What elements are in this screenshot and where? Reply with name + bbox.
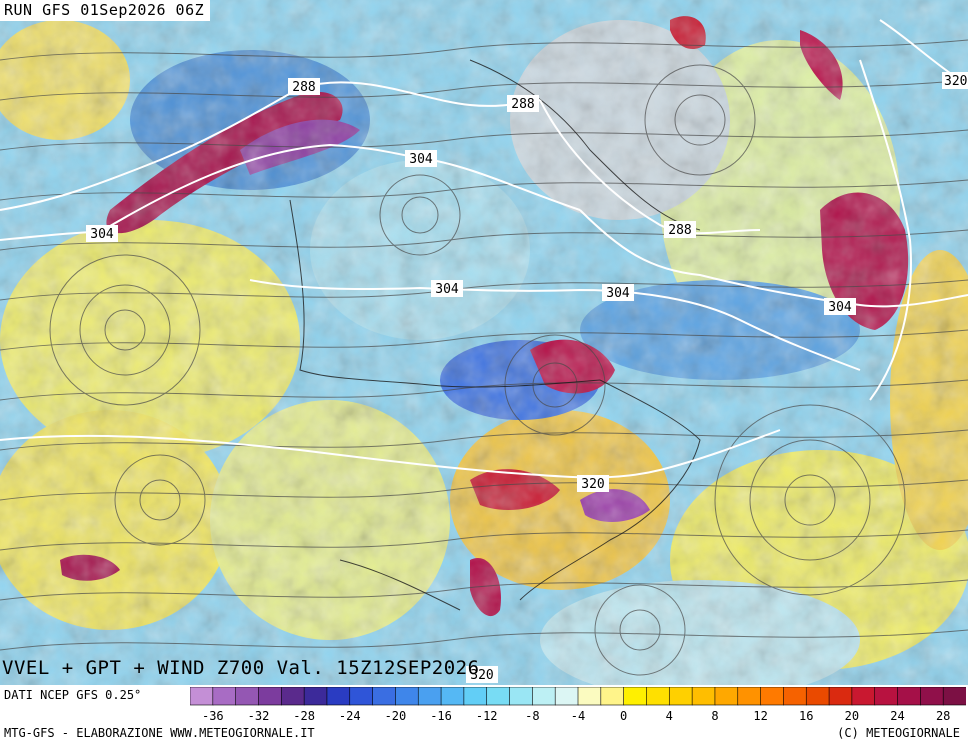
contour-label: 288 <box>507 95 539 112</box>
legend-swatch <box>897 687 921 706</box>
legend-swatch <box>258 687 282 706</box>
legend-swatch <box>395 687 419 706</box>
contour-label: 320 <box>942 72 968 89</box>
legend-tick-label: -36 <box>202 709 224 723</box>
legend-swatch <box>440 687 465 706</box>
legend-swatch <box>417 687 442 706</box>
contour-label-text: 304 <box>90 227 114 242</box>
legend-tick-label: 28 <box>936 709 950 723</box>
data-source-label: DATI NCEP GFS 0.25° <box>4 688 142 702</box>
legend-swatch <box>828 687 853 706</box>
credit-left: MTG-GFS - ELABORAZIONE WWW.METEOGIORNALE… <box>4 726 315 740</box>
contour-label-text: 304 <box>606 286 630 301</box>
contour-label: 304 <box>602 284 634 301</box>
contour-labels: 288 288 288 304 304 304 <box>86 72 968 683</box>
legend-swatch <box>920 687 944 706</box>
legend-swatch <box>212 687 237 706</box>
legend-swatch <box>577 687 602 706</box>
contour-label-text: 320 <box>581 477 604 492</box>
legend-swatch <box>942 687 966 706</box>
legend-tick-label: 8 <box>711 709 718 723</box>
legend-swatch <box>372 687 397 706</box>
legend-swatch <box>851 687 876 706</box>
legend-swatch <box>600 687 625 706</box>
legend-tick-label: -12 <box>476 709 498 723</box>
legend-tick-label: -32 <box>248 709 270 723</box>
contour-label-text: 288 <box>668 223 691 238</box>
legend-tick-label: -28 <box>293 709 315 723</box>
contour-label-text: 304 <box>435 282 459 297</box>
legend-swatch <box>532 687 556 706</box>
legend-swatch <box>554 687 579 706</box>
legend-tick-label: -4 <box>571 709 585 723</box>
contour-label: 304 <box>86 225 118 242</box>
legend-swatch <box>691 687 716 706</box>
legend-tick-label: 12 <box>753 709 767 723</box>
wind-streamlines <box>0 39 968 676</box>
legend-swatch <box>805 687 830 706</box>
color-scale-legend: -36-32-28-24-20-16-12-8-4048121620242832… <box>190 687 966 723</box>
product-title: VVEL + GPT + WIND Z700 Val. 15Z12SEP2026 <box>2 657 480 679</box>
contour-label: 304 <box>405 150 437 167</box>
legend-swatch <box>783 687 807 706</box>
contour-label: 320 <box>577 475 609 492</box>
legend-swatch <box>326 687 351 706</box>
contour-label-text: 304 <box>409 152 433 167</box>
legend-swatch <box>874 687 899 706</box>
legend-swatch <box>623 687 648 706</box>
contour-label-text: 288 <box>292 80 315 95</box>
contour-label: 304 <box>431 280 463 297</box>
legend-swatch <box>280 687 305 706</box>
legend-swatch <box>463 687 488 706</box>
legend-tick-label: 24 <box>890 709 904 723</box>
legend-tick-label: 0 <box>620 709 627 723</box>
contour-label: 288 <box>288 78 320 95</box>
legend-tick-label: 16 <box>799 709 813 723</box>
contour-label: 304 <box>824 298 856 315</box>
footer: DATI NCEP GFS 0.25° -36 -32 -28 -24 -20 -16 -1… <box>0 685 968 745</box>
legend-swatch <box>235 687 260 706</box>
legend-swatch <box>349 687 374 706</box>
legend-swatch <box>486 687 511 706</box>
legend-tick-label: 4 <box>666 709 673 723</box>
legend-swatch <box>737 687 762 706</box>
legend-swatch <box>190 687 214 706</box>
legend-swatch <box>668 687 693 706</box>
contour-label-text: 320 <box>944 74 967 89</box>
legend-tick-label: 20 <box>845 709 859 723</box>
contour-label: 288 <box>664 221 696 238</box>
legend-swatch <box>303 687 328 706</box>
legend-swatch <box>714 687 739 706</box>
contour-label-text: 304 <box>828 300 852 315</box>
contour-label: 320 <box>466 666 498 683</box>
legend-tick-label: -24 <box>339 709 361 723</box>
legend-swatch <box>760 687 785 706</box>
vertical-velocity-map: 288 288 288 304 304 304 <box>0 0 968 685</box>
legend-swatch <box>509 687 533 706</box>
legend-tick-label: -16 <box>430 709 452 723</box>
contour-label-text: 320 <box>470 668 493 683</box>
legend-tick-label: -20 <box>385 709 407 723</box>
contour-label-text: 288 <box>511 97 534 112</box>
credit-right: (C) METEOGIORNALE <box>837 726 960 740</box>
coastlines <box>289 59 701 611</box>
legend-swatch <box>646 687 670 706</box>
legend-tick-label: -8 <box>525 709 539 723</box>
run-title: RUN GFS 01Sep2026 06Z <box>0 0 211 21</box>
